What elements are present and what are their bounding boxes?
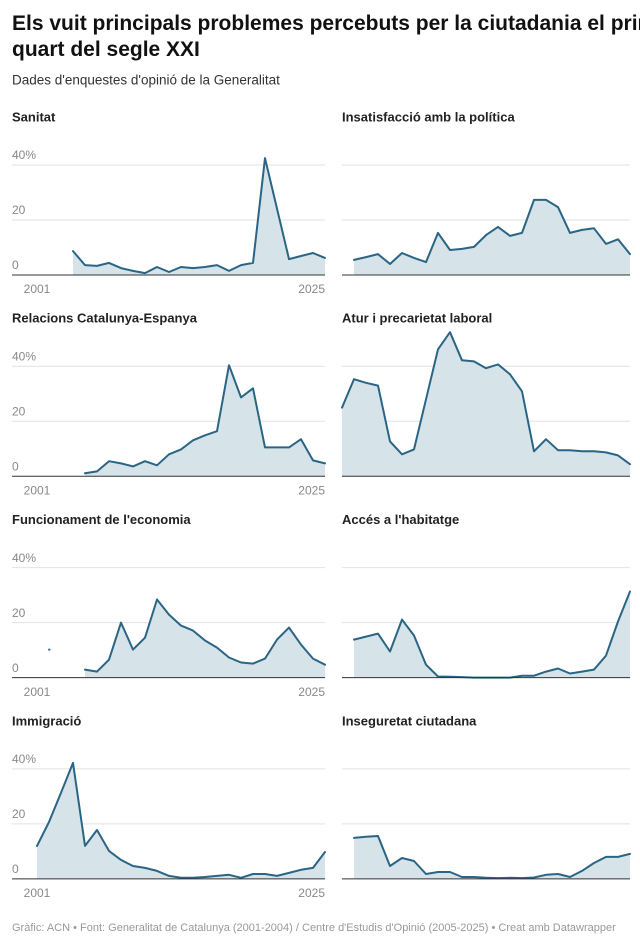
small-multiple: Funcionament de l'economia 0 20 40% 2001 2025 (12, 512, 326, 699)
x-tick-label: 2001 (24, 282, 51, 296)
y-tick-label: 0 (12, 862, 19, 876)
line (84, 364, 326, 475)
x-tick-label: 2025 (298, 282, 325, 296)
line (341, 331, 631, 466)
chart-title-line: Els vuit principals problemes percebuts … (12, 12, 640, 35)
area (37, 762, 325, 879)
y-tick-label: 20 (12, 807, 26, 821)
small-multiple: Insatisfacció amb la política (342, 109, 631, 276)
y-tick-label: 40% (12, 349, 36, 363)
chart-footer: Gràfic: ACN • Font: Generalitat de Catal… (12, 922, 616, 934)
chart-title: Els vuit principals problemes percebuts … (12, 12, 640, 61)
panel-title: Insatisfacció amb la política (342, 109, 515, 124)
y-tick-label: 0 (12, 661, 19, 675)
y-tick-label: 0 (12, 459, 19, 473)
panel-title: Atur i precarietat laboral (342, 311, 492, 326)
y-tick-label: 0 (12, 258, 19, 272)
small-multiple: Inseguretat ciutadana (342, 713, 631, 880)
area (73, 158, 325, 275)
area (354, 836, 630, 879)
x-tick-label: 2025 (298, 685, 325, 699)
x-tick-label: 2001 (24, 886, 51, 900)
chart-title-line: quart del segle XXI (12, 38, 200, 61)
x-tick-label: 2025 (298, 886, 325, 900)
small-multiple: Accés a l'habitatge (342, 512, 631, 679)
small-multiple: Atur i precarietat laboral (341, 311, 631, 477)
x-tick-label: 2001 (24, 685, 51, 699)
panel-title: Immigració (12, 713, 81, 728)
x-tick-label: 2001 (24, 483, 51, 497)
line (72, 157, 326, 275)
line (353, 835, 631, 880)
x-tick-label: 2025 (298, 483, 325, 497)
panel-title: Accés a l'habitatge (342, 512, 459, 527)
line (48, 598, 326, 673)
area (85, 365, 325, 477)
y-tick-label: 40% (12, 148, 36, 162)
area (342, 332, 630, 477)
area (354, 591, 630, 678)
area (49, 599, 325, 678)
small-multiple: Immigració 0 20 40% 2001 2025 (12, 713, 326, 900)
area (354, 199, 630, 275)
line (353, 198, 631, 265)
chart-subtitle: Dades d'enquestes d'opinió de la General… (12, 73, 280, 88)
y-tick-label: 20 (12, 606, 26, 620)
y-tick-label: 20 (12, 203, 26, 217)
y-tick-label: 20 (12, 404, 26, 418)
small-multiple: Sanitat 0 20 40% 2001 2025 (12, 109, 326, 296)
panel-title: Funcionament de l'economia (12, 512, 191, 527)
line (36, 761, 326, 879)
y-tick-label: 40% (12, 551, 36, 565)
panel-title: Sanitat (12, 109, 56, 124)
panel-title: Relacions Catalunya-Espanya (12, 311, 198, 326)
y-tick-label: 40% (12, 752, 36, 766)
panel-title: Inseguretat ciutadana (342, 713, 477, 728)
small-multiple: Relacions Catalunya-Espanya 0 20 40% 2001 202… (12, 311, 326, 497)
